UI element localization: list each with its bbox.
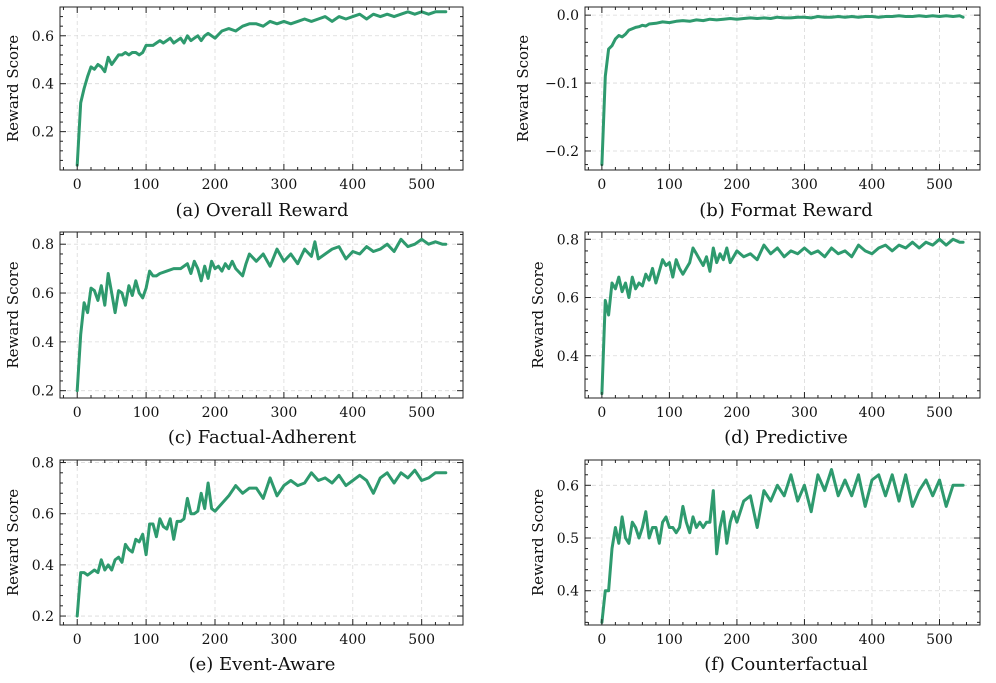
y-tick-label: 0.6 <box>557 478 579 494</box>
x-tick-label: 300 <box>791 405 818 421</box>
y-tick-label: −0.2 <box>545 144 579 160</box>
panel-a: 0 100 200 300 400 500 0.2 0.4 0.6 Reward Score (a)… <box>4 6 464 221</box>
y-axis-label: Reward Score <box>529 261 547 368</box>
axes-frame <box>584 6 981 171</box>
x-tick-label: 200 <box>724 632 751 648</box>
series-line-b <box>600 14 965 167</box>
panel-caption: (b) Format Reward <box>699 200 872 221</box>
x-tick-label: 300 <box>791 177 818 193</box>
x-tick-label: 200 <box>202 405 229 421</box>
x-tick-label: 500 <box>408 632 435 648</box>
x-tick-label: 100 <box>656 177 683 193</box>
x-tick-label: 100 <box>133 177 160 193</box>
x-tick-label: 0 <box>73 632 82 648</box>
x-tick-label: 300 <box>271 177 298 193</box>
series-line-f <box>600 468 965 624</box>
x-tick-label: 400 <box>339 632 366 648</box>
y-tick-label: 0.4 <box>32 558 54 574</box>
x-tick-label: 100 <box>656 405 683 421</box>
y-axis-label: Reward Score <box>514 35 532 142</box>
x-tick-label: 300 <box>271 405 298 421</box>
panel-caption: (a) Overall Reward <box>175 200 348 221</box>
y-axis-label: Reward Score <box>4 35 22 142</box>
x-tick-label: 200 <box>724 405 751 421</box>
y-tick-label: 0.8 <box>557 232 579 248</box>
x-tick-label: 400 <box>859 405 886 421</box>
x-tick-label: 400 <box>339 405 366 421</box>
y-tick-label: 0.6 <box>557 291 579 307</box>
x-tick-label: 500 <box>408 177 435 193</box>
series-line-e <box>75 468 448 618</box>
x-tick-label: 400 <box>339 177 366 193</box>
x-tick-label: 200 <box>202 177 229 193</box>
x-tick-label: 100 <box>656 632 683 648</box>
x-tick-label: 100 <box>133 405 160 421</box>
panel-caption: (f) Counterfactual <box>704 654 868 675</box>
y-tick-label: 0.6 <box>32 286 54 302</box>
series-line-c <box>75 237 448 393</box>
y-tick-label: 0.2 <box>32 384 54 400</box>
y-tick-label: 0.4 <box>32 335 54 351</box>
x-tick-label: 300 <box>271 632 298 648</box>
panel-b: 0 100 200 300 400 500 −0.2 −0.1 0.0 Reward Score (… <box>514 6 981 221</box>
panel-caption: (c) Factual-Adherent <box>168 427 357 448</box>
y-axis-label: Reward Score <box>4 261 22 368</box>
x-tick-label: 500 <box>926 405 953 421</box>
x-tick-label: 0 <box>73 177 82 193</box>
x-tick-label: 0 <box>597 632 606 648</box>
y-axis-label: Reward Score <box>4 489 22 596</box>
series-line-a <box>75 10 448 167</box>
x-tick-label: 300 <box>791 632 818 648</box>
panel-c: 0 100 200 300 400 500 0.2 0.4 0.6 0.8 Reward Score… <box>4 231 464 448</box>
axes-frame <box>59 231 464 399</box>
y-tick-label: 0.4 <box>557 349 579 365</box>
x-tick-label: 500 <box>926 632 953 648</box>
axes-frame <box>59 459 464 626</box>
axes-frame <box>584 231 981 399</box>
y-tick-label: 0.8 <box>32 456 54 472</box>
x-tick-label: 0 <box>597 405 606 421</box>
axes-frame <box>584 459 981 626</box>
x-tick-label: 500 <box>926 177 953 193</box>
y-axis-label: Reward Score <box>529 489 547 596</box>
panel-d: 0 100 200 300 400 500 0.4 0.6 0.8 Reward Score (d)… <box>529 231 981 448</box>
y-tick-label: 0.2 <box>32 609 54 625</box>
y-tick-label: −0.1 <box>545 76 579 92</box>
y-tick-label: 0.0 <box>557 8 579 24</box>
panel-e: 0 100 200 300 400 500 0.2 0.4 0.6 0.8 Reward Score… <box>4 456 464 675</box>
y-tick-label: 0.6 <box>32 507 54 523</box>
axes-frame <box>59 6 464 171</box>
x-tick-label: 500 <box>408 405 435 421</box>
panel-caption: (e) Event-Aware <box>189 654 336 675</box>
series-line-d <box>600 237 965 396</box>
panel-caption: (d) Predictive <box>724 427 848 448</box>
y-tick-label: 0.8 <box>32 237 54 253</box>
x-tick-label: 400 <box>859 177 886 193</box>
x-tick-label: 400 <box>859 632 886 648</box>
x-tick-label: 0 <box>597 177 606 193</box>
x-tick-label: 0 <box>73 405 82 421</box>
y-tick-label: 0.4 <box>32 77 54 93</box>
x-tick-label: 200 <box>724 177 751 193</box>
y-tick-label: 0.2 <box>32 125 54 141</box>
x-tick-label: 100 <box>133 632 160 648</box>
y-tick-label: 0.4 <box>557 584 579 600</box>
x-tick-label: 200 <box>202 632 229 648</box>
y-tick-label: 0.5 <box>557 531 579 547</box>
panel-f: 0 100 200 300 400 500 0.4 0.5 0.6 Reward Score (f)… <box>529 459 981 675</box>
y-tick-label: 0.6 <box>32 29 54 45</box>
